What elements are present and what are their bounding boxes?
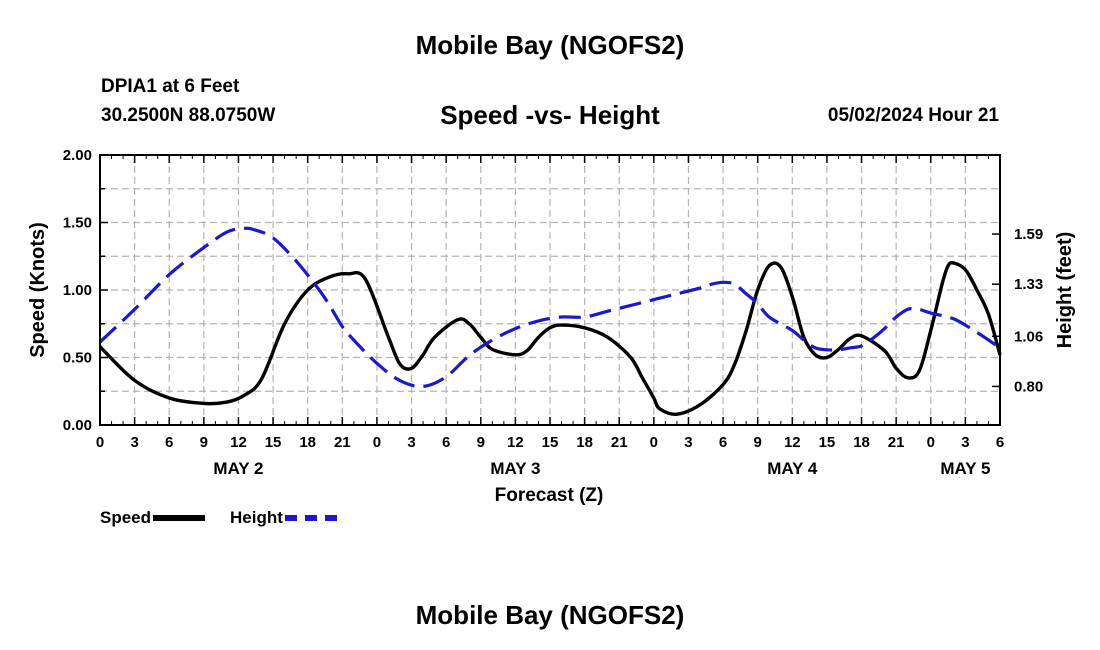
station-label: DPIA1 at 6 Feet bbox=[101, 76, 240, 97]
footer-title: Mobile Bay (NGOFS2) bbox=[415, 600, 685, 630]
speed-height-chart: 0 3 6 9 12 15 18 21 0 3 6 9 12 15 18 21 0 3 6 9 12 15 18 21 0 3 6 0… bbox=[27, 147, 1076, 506]
x-tick-label: 9 bbox=[200, 434, 208, 451]
x-day-label: MAY 3 bbox=[490, 459, 540, 478]
axis-labels: 0 3 6 9 12 15 18 21 0 3 6 9 12 15 18 21 0 3 6 9 12 15 18 21 0 3 6 0… bbox=[27, 147, 1076, 506]
x-tick-label: 18 bbox=[576, 434, 593, 451]
y2-tick-label: 1.33 bbox=[1014, 276, 1043, 293]
y-tick-label: 1.50 bbox=[63, 215, 92, 232]
x-tick-label: 12 bbox=[230, 434, 247, 451]
x-tick-label: 3 bbox=[407, 434, 415, 451]
y-tick-label: 2.00 bbox=[63, 147, 92, 164]
y-tick-label: 1.00 bbox=[63, 282, 92, 299]
x-tick-label: 12 bbox=[507, 434, 524, 451]
height-series-line bbox=[98, 226, 1001, 389]
y2-tick-label: 0.80 bbox=[1014, 378, 1043, 395]
chart-subtitle: Speed -vs- Height bbox=[440, 100, 660, 130]
legend-height-swatch bbox=[284, 515, 337, 521]
forecast-timestamp: 05/02/2024 Hour 21 bbox=[827, 105, 999, 126]
x-tick-label: 9 bbox=[477, 434, 485, 451]
series bbox=[98, 226, 1002, 416]
x-tick-label: 15 bbox=[819, 434, 836, 451]
x-tick-label: 6 bbox=[996, 434, 1004, 451]
x-tick-label: 0 bbox=[373, 434, 381, 451]
legend-speed-label: Speed bbox=[100, 508, 152, 527]
x-day-label: MAY 2 bbox=[213, 459, 263, 478]
x-tick-label: 9 bbox=[754, 434, 762, 451]
x-tick-label: 18 bbox=[853, 434, 870, 451]
speed-series-line bbox=[98, 260, 1002, 416]
x-tick-label: 6 bbox=[442, 434, 450, 451]
x-tick-label: 0 bbox=[650, 434, 658, 451]
coordinates-label: 30.2500N 88.0750W bbox=[101, 105, 276, 126]
chart-title: Mobile Bay (NGOFS2) bbox=[415, 30, 685, 60]
x-tick-label: 6 bbox=[719, 434, 727, 451]
x-tick-label: 21 bbox=[334, 434, 351, 451]
y-tick-label: 0.00 bbox=[63, 417, 92, 434]
x-tick-label: 15 bbox=[542, 434, 559, 451]
x-tick-label: 6 bbox=[165, 434, 173, 451]
x-tick-label: 0 bbox=[96, 434, 104, 451]
x-axis-title: Forecast (Z) bbox=[495, 485, 604, 506]
y2-tick-label: 1.06 bbox=[1014, 328, 1043, 345]
x-day-label: MAY 5 bbox=[940, 459, 990, 478]
x-tick-label: 21 bbox=[611, 434, 628, 451]
legend-height-label: Height bbox=[230, 508, 283, 527]
plot-frame bbox=[99, 154, 1001, 426]
x-tick-label: 18 bbox=[299, 434, 316, 451]
grid bbox=[100, 155, 1000, 425]
x-tick-label: 21 bbox=[888, 434, 905, 451]
legend-speed: Speed bbox=[100, 508, 206, 528]
y-axis-title: Speed (Knots) bbox=[27, 222, 49, 358]
x-tick-label: 3 bbox=[961, 434, 969, 451]
x-tick-label: 15 bbox=[265, 434, 282, 451]
legend-speed-swatch bbox=[153, 515, 206, 521]
x-tick-label: 0 bbox=[927, 434, 935, 451]
x-tick-label: 12 bbox=[784, 434, 801, 451]
x-day-label: MAY 4 bbox=[767, 459, 818, 478]
y2-axis-title: Height (feet) bbox=[1054, 232, 1076, 349]
x-tick-label: 3 bbox=[684, 434, 692, 451]
y2-tick-label: 1.59 bbox=[1014, 226, 1043, 243]
legend-height: Height bbox=[230, 508, 337, 528]
y-tick-label: 0.50 bbox=[63, 350, 92, 367]
x-tick-label: 3 bbox=[130, 434, 138, 451]
